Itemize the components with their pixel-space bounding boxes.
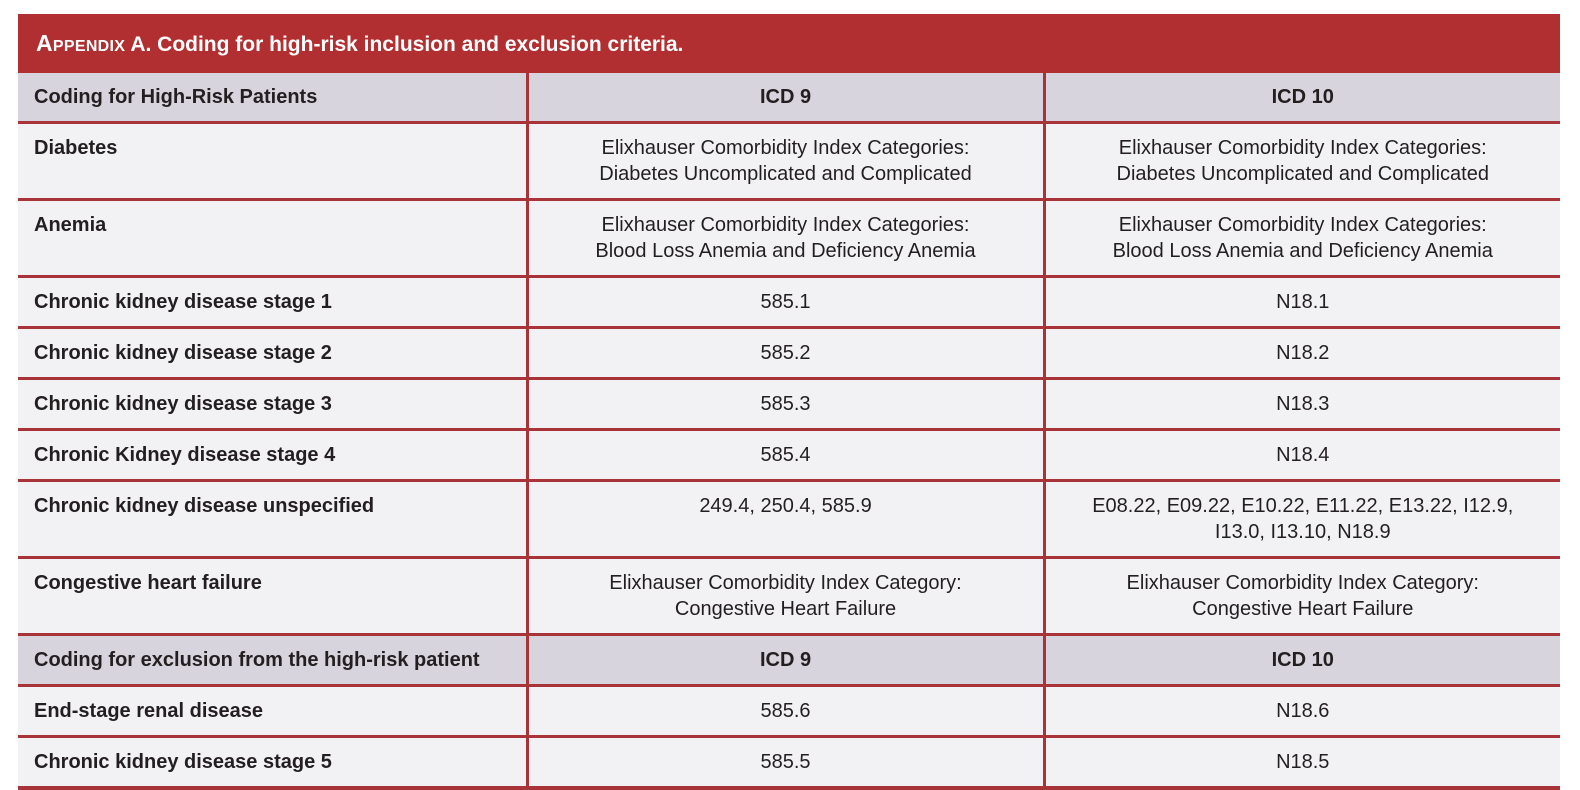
table-row-ckd-stage-5: Chronic kidney disease stage 5 585.5 N18… — [18, 735, 1560, 788]
table-row-congestive-heart-failure: Congestive heart failure Elixhauser Como… — [18, 556, 1560, 635]
icd10-cell: N18.5 — [1042, 735, 1560, 788]
table-row-ckd-stage-1: Chronic kidney disease stage 1 585.1 N18… — [18, 275, 1560, 328]
icd9-cell: 585.4 — [525, 428, 1044, 481]
icd9-cell: Elixhauser Comorbidity Index Categories:… — [525, 198, 1044, 277]
icd10-cell: N18.6 — [1042, 684, 1560, 737]
table-row-ckd-stage-3: Chronic kidney disease stage 3 585.3 N18… — [18, 377, 1560, 430]
icd9-cell: 585.3 — [525, 377, 1044, 430]
row-label: Chronic Kidney disease stage 4 — [18, 428, 527, 481]
icd9-column-header: ICD 9 — [525, 73, 1044, 123]
table-title-bar: Appendix A. Coding for high-risk inclusi… — [18, 14, 1560, 73]
table-title: Appendix A. Coding for high-risk inclusi… — [36, 30, 683, 57]
appendix-label: Appendix — [36, 30, 126, 56]
icd10-cell: Elixhauser Comorbidity Index Categories:… — [1042, 121, 1560, 200]
icd9-cell: 585.5 — [525, 735, 1044, 788]
row-label: Diabetes — [18, 121, 527, 200]
icd10-cell: Elixhauser Comorbidity Index Categories:… — [1042, 198, 1560, 277]
row-label: End-stage renal disease — [18, 684, 527, 737]
table-row-diabetes: Diabetes Elixhauser Comorbidity Index Ca… — [18, 121, 1560, 200]
icd9-cell: Elixhauser Comorbidity Index Category: C… — [525, 556, 1044, 635]
icd10-cell: N18.1 — [1042, 275, 1560, 328]
icd9-cell: 585.2 — [525, 326, 1044, 379]
row-label: Chronic kidney disease stage 1 — [18, 275, 527, 328]
row-label: Chronic kidney disease stage 2 — [18, 326, 527, 379]
icd10-column-header: ICD 10 — [1042, 633, 1560, 686]
table-row-anemia: Anemia Elixhauser Comorbidity Index Cate… — [18, 198, 1560, 277]
icd10-cell: N18.4 — [1042, 428, 1560, 481]
icd9-cell: 249.4, 250.4, 585.9 — [525, 479, 1044, 558]
row-label: Chronic kidney disease stage 3 — [18, 377, 527, 430]
table-row-ckd-stage-4: Chronic Kidney disease stage 4 585.4 N18… — [18, 428, 1560, 481]
exclusion-header-label: Coding for exclusion from the high-risk … — [18, 633, 527, 686]
table-row-ckd-unspecified: Chronic kidney disease unspecified 249.4… — [18, 479, 1560, 558]
icd9-cell: 585.1 — [525, 275, 1044, 328]
icd9-cell: Elixhauser Comorbidity Index Categories:… — [525, 121, 1044, 200]
icd10-cell: N18.2 — [1042, 326, 1560, 379]
row-label: Congestive heart failure — [18, 556, 527, 635]
row-label: Anemia — [18, 198, 527, 277]
row-label: Chronic kidney disease stage 5 — [18, 735, 527, 788]
row-label: Chronic kidney disease unspecified — [18, 479, 527, 558]
icd9-cell: 585.6 — [525, 684, 1044, 737]
inclusion-header-label: Coding for High-Risk Patients — [18, 73, 527, 123]
icd10-cell: E08.22, E09.22, E10.22, E11.22, E13.22, … — [1042, 479, 1560, 558]
icd10-column-header: ICD 10 — [1042, 73, 1560, 123]
icd10-cell: Elixhauser Comorbidity Index Category: C… — [1042, 556, 1560, 635]
exclusion-header-row: Coding for exclusion from the high-risk … — [18, 633, 1560, 686]
icd9-column-header: ICD 9 — [525, 633, 1044, 686]
coding-table: Coding for High-Risk Patients ICD 9 ICD … — [18, 73, 1560, 790]
table-row-ckd-stage-2: Chronic kidney disease stage 2 585.2 N18… — [18, 326, 1560, 379]
inclusion-header-row: Coding for High-Risk Patients ICD 9 ICD … — [18, 73, 1560, 123]
table-title-text: A. Coding for high-risk inclusion and ex… — [125, 33, 684, 56]
table-row-end-stage-renal-disease: End-stage renal disease 585.6 N18.6 — [18, 684, 1560, 737]
icd10-cell: N18.3 — [1042, 377, 1560, 430]
